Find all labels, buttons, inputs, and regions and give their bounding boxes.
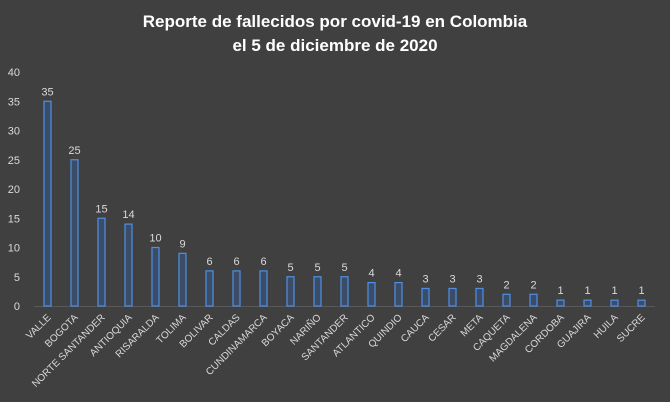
bar [637,299,646,307]
bar [529,293,538,307]
data-label: 4 [395,268,401,280]
y-tick-label: 20 [8,184,20,196]
y-tick-label: 40 [8,67,20,79]
data-label: 2 [503,279,509,291]
data-label: 15 [95,203,107,215]
y-tick-label: 10 [8,243,20,255]
data-label: 5 [341,262,347,274]
category-label: CESAR [426,312,458,344]
bar [205,270,214,307]
data-label: 5 [287,262,293,274]
data-label: 1 [557,285,563,297]
data-label: 6 [206,256,212,268]
data-label: 1 [638,285,644,297]
bar [259,270,268,307]
data-label: 6 [260,256,266,268]
chart-title-line-1: Reporte de fallecidos por covid-19 en Co… [142,12,528,31]
bar [313,276,322,307]
data-label: 6 [233,256,239,268]
data-label: 25 [68,145,80,157]
data-label: 14 [122,209,134,221]
bar [340,276,349,307]
bar [502,293,511,307]
data-label: 9 [179,238,185,250]
data-label: 10 [149,233,161,245]
bar [421,287,430,307]
category-label: SUCRE [615,312,648,345]
bar [43,100,52,307]
bar [232,270,241,307]
y-tick-label: 30 [8,126,20,138]
bar [367,282,376,307]
y-tick-label: 35 [8,96,20,108]
data-label: 2 [530,279,536,291]
bar [394,282,403,307]
bar [178,252,187,307]
bar [610,299,619,307]
y-tick-label: 25 [8,155,20,167]
y-tick-label: 0 [14,301,20,313]
bar [556,299,565,307]
category-label: CAUCA [399,312,432,345]
data-label: 5 [314,262,320,274]
bar [448,287,457,307]
data-label: 3 [476,273,482,285]
bar [124,223,133,307]
bar [97,217,106,307]
y-tick-label: 15 [8,213,20,225]
data-label: 3 [449,273,455,285]
chart-title-line-2: el 5 de diciembre de 2020 [232,36,438,55]
data-label: 1 [584,285,590,297]
bar [286,276,295,307]
bar [151,246,160,307]
y-tick-label: 5 [14,272,20,284]
bar [475,287,484,307]
data-label: 4 [368,268,374,280]
bar [583,299,592,307]
bar [70,159,79,307]
data-label: 3 [422,273,428,285]
data-label: 35 [41,86,53,98]
data-label: 1 [611,285,617,297]
